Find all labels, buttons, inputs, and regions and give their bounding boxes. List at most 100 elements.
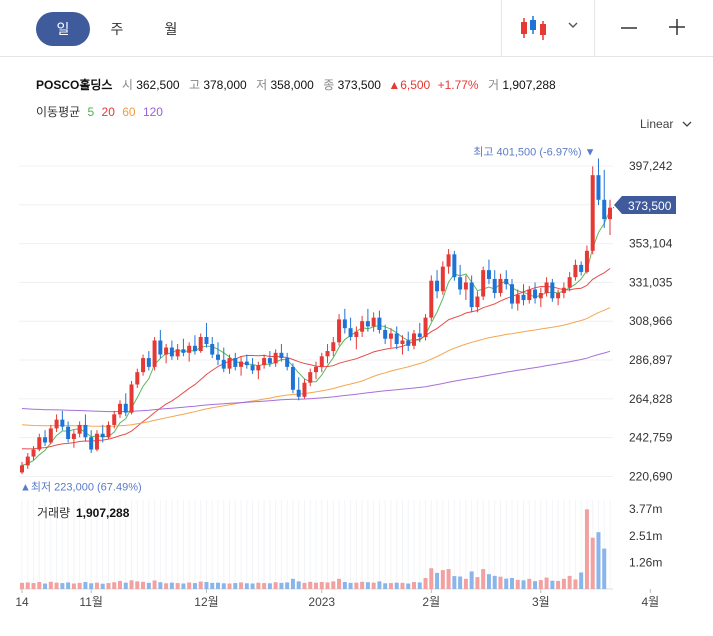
candle xyxy=(66,421,71,443)
volume-bar xyxy=(561,578,566,589)
volume-bar xyxy=(314,582,318,589)
candle xyxy=(20,461,24,475)
price-tick-label: 353,104 xyxy=(629,237,673,251)
ma-120-label[interactable]: 120 xyxy=(142,105,163,119)
volume-bar xyxy=(492,575,497,589)
volume-bar xyxy=(175,583,180,589)
candle xyxy=(533,282,538,304)
candle-body xyxy=(169,347,174,357)
candlestick-icon[interactable] xyxy=(519,15,549,41)
time-tick-label: 14 xyxy=(15,595,29,609)
candle xyxy=(417,322,422,343)
volume-bar xyxy=(221,583,226,589)
volume-bar xyxy=(77,582,82,589)
candle xyxy=(37,433,42,452)
candle-body xyxy=(37,437,42,450)
candle-body xyxy=(446,254,451,267)
candle-body xyxy=(135,372,140,385)
quote-summary: POSCO홀딩스 시 362,500 고 378,000 저 358,000 종… xyxy=(36,76,556,93)
volume-bar xyxy=(31,583,36,589)
candle xyxy=(360,315,365,337)
plus-icon[interactable] xyxy=(667,17,687,37)
volume-tick-label: 2.51m xyxy=(629,529,662,543)
candle-body xyxy=(354,331,359,337)
candle xyxy=(475,291,480,313)
candle-body xyxy=(533,289,538,299)
candle xyxy=(579,261,584,276)
candle xyxy=(550,278,555,302)
volume-bar xyxy=(440,570,445,589)
price-tick-label: 331,035 xyxy=(629,275,673,289)
volume-axis: 3.77m 2.51m 1.26m xyxy=(629,502,662,569)
candle xyxy=(412,329,416,350)
candle-body xyxy=(129,384,134,413)
candle xyxy=(584,245,589,274)
tab-monthly[interactable]: 월 xyxy=(164,21,178,37)
candle-body xyxy=(239,361,244,367)
tab-daily[interactable]: 일 xyxy=(36,12,90,46)
volume-title: 거래량 xyxy=(37,506,70,520)
close-label: 종 xyxy=(323,78,335,92)
volume-bar xyxy=(406,583,411,589)
candle xyxy=(204,322,209,348)
candle xyxy=(106,421,111,439)
volume-label: 거 xyxy=(487,78,499,92)
volume-bar xyxy=(262,583,267,589)
candle-body xyxy=(590,175,595,251)
candle-body xyxy=(486,270,491,279)
ma-60-label[interactable]: 60 xyxy=(122,105,136,119)
candle xyxy=(314,361,318,380)
candle-body xyxy=(440,266,445,292)
volume-bar xyxy=(458,576,463,589)
candle-body xyxy=(123,403,128,413)
volume-bar xyxy=(94,582,99,589)
candle-body xyxy=(290,366,295,390)
volume-bar xyxy=(567,575,572,589)
scale-mode-button[interactable]: Linear xyxy=(640,117,693,131)
candle xyxy=(129,380,134,415)
volume-bar xyxy=(210,582,215,589)
candle-body xyxy=(429,280,434,318)
ma-5-label[interactable]: 5 xyxy=(87,105,95,119)
candle xyxy=(60,410,65,431)
candle-body xyxy=(244,361,249,366)
candle-body xyxy=(54,419,59,429)
candle-body xyxy=(544,282,549,294)
candle xyxy=(100,424,105,443)
candle xyxy=(43,430,48,447)
volume-bar xyxy=(123,582,128,589)
candle-body xyxy=(164,347,169,355)
minus-icon[interactable] xyxy=(619,19,639,37)
candle-body xyxy=(556,293,561,299)
candle xyxy=(538,287,543,308)
candle-body xyxy=(141,358,146,373)
candle-body xyxy=(273,352,278,364)
high-marker-label: 최고 401,500 (-6.97%) ▼ xyxy=(473,145,595,158)
candle xyxy=(319,352,324,373)
candle-body xyxy=(296,389,301,397)
candle xyxy=(71,430,76,448)
candle-body xyxy=(187,345,192,353)
candle-body xyxy=(227,358,232,369)
ma-20-label[interactable]: 20 xyxy=(101,105,115,119)
volume-bar xyxy=(83,582,88,589)
volume-bar xyxy=(135,581,140,589)
volume-bar xyxy=(331,581,336,589)
price-tick-label: 397,242 xyxy=(629,159,673,173)
candle-body xyxy=(383,329,388,339)
chevron-down-icon[interactable] xyxy=(566,18,580,32)
candle-body xyxy=(567,277,572,288)
volume-bar xyxy=(244,583,249,589)
toolbar-divider xyxy=(594,0,595,56)
candle xyxy=(458,264,463,295)
candle-body xyxy=(152,340,157,367)
candle xyxy=(285,352,290,371)
candle xyxy=(308,368,313,387)
candle xyxy=(302,379,307,399)
candle-body xyxy=(538,293,543,299)
candle xyxy=(440,261,445,295)
tab-weekly[interactable]: 주 xyxy=(110,21,124,37)
volume-bar xyxy=(20,582,24,589)
volume-bar xyxy=(584,509,589,589)
